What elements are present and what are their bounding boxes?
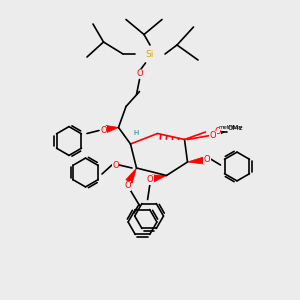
Text: O: O <box>112 160 119 169</box>
Polygon shape <box>152 175 166 182</box>
Text: O: O <box>204 154 210 164</box>
Text: O: O <box>214 128 221 136</box>
Text: OMe: OMe <box>228 125 244 131</box>
Text: O: O <box>210 131 216 140</box>
Polygon shape <box>106 125 118 133</box>
Text: O: O <box>124 182 131 190</box>
Text: Si: Si <box>146 50 154 58</box>
Text: O: O <box>147 176 153 184</box>
Text: methoxy: methoxy <box>219 125 243 130</box>
Text: O: O <box>136 69 143 78</box>
Polygon shape <box>188 157 204 164</box>
Text: H: H <box>134 130 139 136</box>
Text: O: O <box>100 126 107 135</box>
Polygon shape <box>126 168 136 183</box>
